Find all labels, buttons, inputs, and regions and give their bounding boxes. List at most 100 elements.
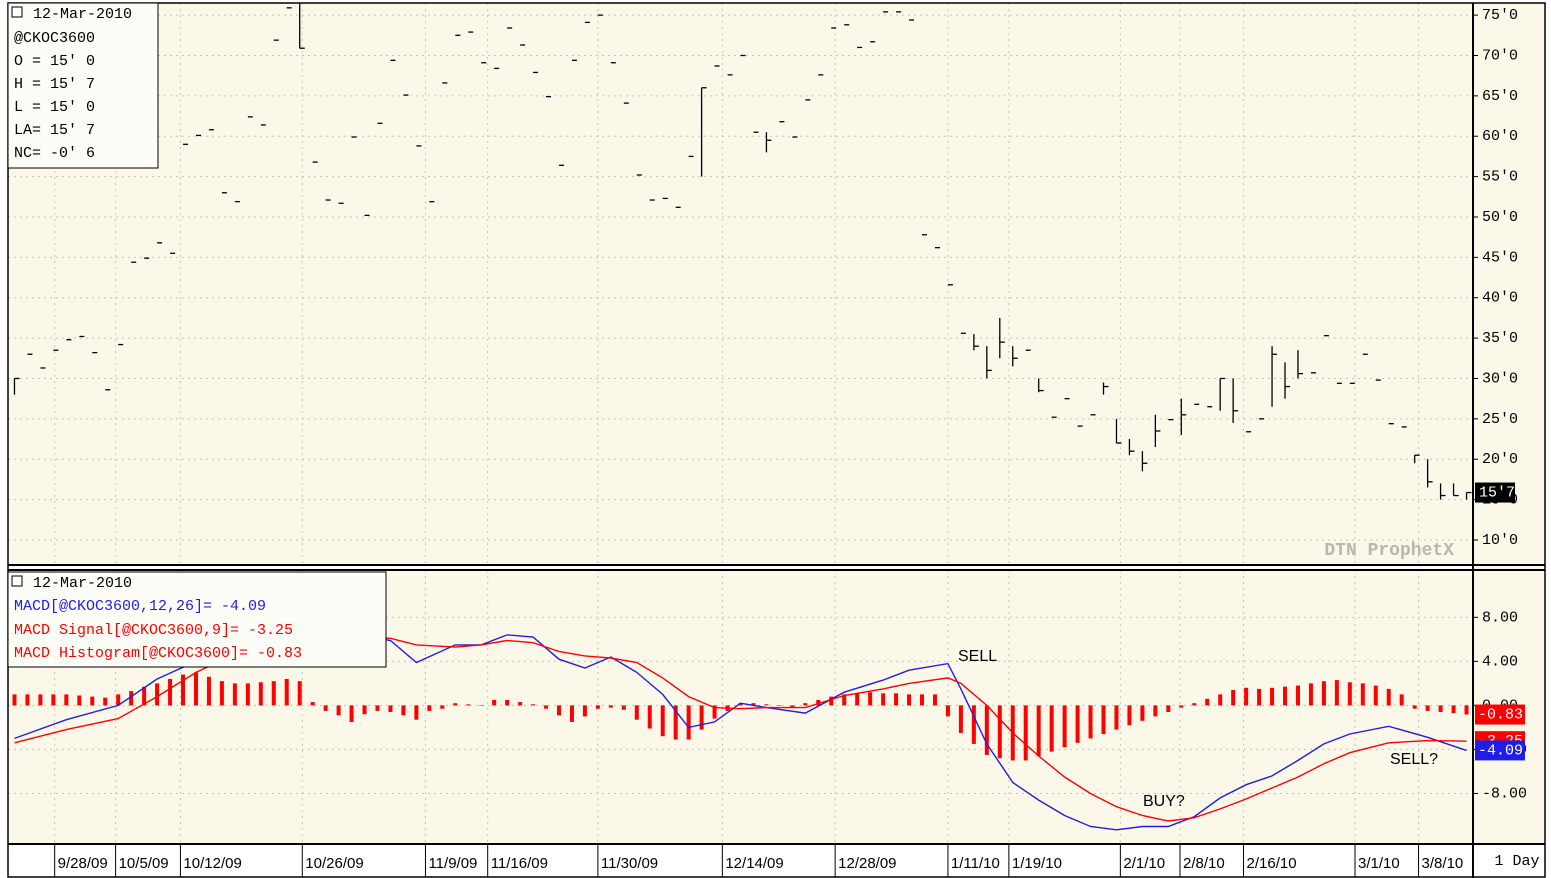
y-tick-label: 70'0	[1482, 47, 1518, 64]
x-tick-label: 12/14/09	[725, 855, 783, 872]
last-value-box	[1475, 704, 1525, 725]
histogram-bar	[103, 697, 108, 706]
quote-line: NC= -0' 6	[14, 145, 95, 162]
histogram-bar	[518, 702, 523, 706]
histogram-bar	[829, 696, 834, 706]
last-price-label: 15'7	[1479, 484, 1515, 501]
last-value-label: -0.83	[1478, 707, 1523, 724]
y-tick-label: 75'0	[1482, 7, 1518, 24]
histogram-bar	[232, 683, 237, 706]
histogram-bar	[1140, 705, 1145, 721]
histogram-bar	[894, 693, 899, 706]
x-tick-label: 2/16/10	[1247, 855, 1297, 872]
x-tick-label: 9/28/09	[58, 855, 108, 872]
histogram-bar	[1075, 705, 1080, 743]
histogram-bar	[349, 705, 354, 722]
histogram-bar	[310, 702, 315, 706]
histogram-bar	[777, 705, 782, 706]
histogram-bar	[673, 705, 678, 740]
histogram-bar	[1023, 705, 1028, 761]
histogram-bar	[544, 705, 549, 709]
quote-box	[7, 2, 159, 169]
histogram-bar	[1244, 687, 1249, 706]
legend-entry: MACD[@CKOC3600,12,26]= -4.09	[14, 598, 266, 615]
histogram-bar	[1049, 705, 1054, 752]
x-tick-label: 2/8/10	[1183, 855, 1225, 872]
histogram-bar	[1308, 683, 1313, 706]
histogram-bar	[1347, 682, 1352, 706]
histogram-bar	[907, 694, 912, 706]
histogram-bar	[1373, 685, 1378, 706]
histogram-bar	[751, 703, 756, 706]
last-value-label: -4.09	[1478, 742, 1523, 759]
histogram-bar	[219, 681, 224, 706]
x-tick-label: 11/30/09	[601, 855, 658, 872]
histogram-bar	[699, 705, 704, 730]
histogram-bar	[958, 705, 963, 733]
histogram-bar	[1153, 705, 1158, 717]
histogram-bar	[245, 683, 250, 706]
histogram-bar	[427, 705, 432, 711]
x-tick-label: 2/1/10	[1123, 855, 1165, 872]
histogram-bar	[12, 694, 17, 706]
histogram-bar	[945, 705, 950, 717]
y-tick-label: 40'0	[1482, 290, 1518, 307]
histogram-bar	[90, 696, 95, 706]
histogram-bar	[1231, 689, 1236, 706]
y-tick-label: 60'0	[1482, 128, 1518, 145]
histogram-bar	[453, 703, 458, 706]
histogram-bar	[1360, 683, 1365, 706]
histogram-bar	[142, 686, 147, 706]
histogram-bar	[129, 691, 134, 706]
y-tick-label: 50'0	[1482, 209, 1518, 226]
quote-line: H = 15' 7	[14, 76, 95, 93]
histogram-bar	[1205, 698, 1210, 706]
histogram-bar	[686, 705, 691, 740]
watermark: DTN ProphetX	[1324, 541, 1454, 561]
histogram-bar	[634, 705, 639, 720]
histogram-bar	[466, 704, 471, 706]
y-tick-label: 10'0	[1482, 532, 1518, 549]
x-tick-label: 10/26/09	[305, 855, 363, 872]
y-tick-label: 55'0	[1482, 169, 1518, 186]
histogram-bar	[1127, 705, 1132, 726]
y-tick-label: 45'0	[1482, 249, 1518, 266]
histogram-bar	[1399, 694, 1404, 706]
histogram-bar	[621, 705, 626, 710]
timeframe: 1 Day	[1494, 853, 1539, 870]
histogram-bar	[116, 694, 121, 706]
histogram-bar	[660, 705, 665, 737]
x-tick-label: 11/9/09	[428, 855, 477, 872]
histogram-bar	[323, 705, 328, 711]
histogram-bar	[1283, 686, 1288, 706]
legend-date: 12-Mar-2010	[33, 575, 132, 592]
histogram-bar	[764, 704, 769, 706]
annotation: SELL?	[1390, 751, 1438, 768]
histogram-bar	[414, 705, 419, 720]
y-tick-label: 35'0	[1482, 330, 1518, 347]
annotation: BUY?	[1143, 793, 1185, 810]
histogram-bar	[155, 683, 160, 706]
histogram-bar	[712, 705, 717, 719]
histogram-bar	[556, 705, 561, 716]
histogram-bar	[401, 705, 406, 716]
histogram-bar	[1451, 705, 1456, 714]
legend-entry: MACD Signal[@CKOC3600,9]= -3.25	[14, 622, 293, 639]
x-tick-label: 10/5/09	[119, 855, 169, 872]
histogram-bar	[440, 705, 445, 709]
histogram-bar	[984, 705, 989, 755]
histogram-bar	[206, 676, 211, 706]
quote-date: 12-Mar-2010	[33, 6, 132, 23]
histogram-bar	[64, 694, 69, 706]
histogram-bar	[608, 705, 613, 708]
histogram-bar	[479, 705, 484, 706]
histogram-bar	[971, 705, 976, 744]
legend-entry: MACD Histogram[@CKOC3600]= -0.83	[14, 645, 302, 662]
x-tick-label: 3/8/10	[1422, 855, 1464, 872]
histogram-bar	[855, 693, 860, 706]
histogram-bar	[816, 699, 821, 706]
histogram-bar	[738, 703, 743, 706]
box-icon	[11, 575, 23, 587]
histogram-bar	[531, 704, 536, 706]
